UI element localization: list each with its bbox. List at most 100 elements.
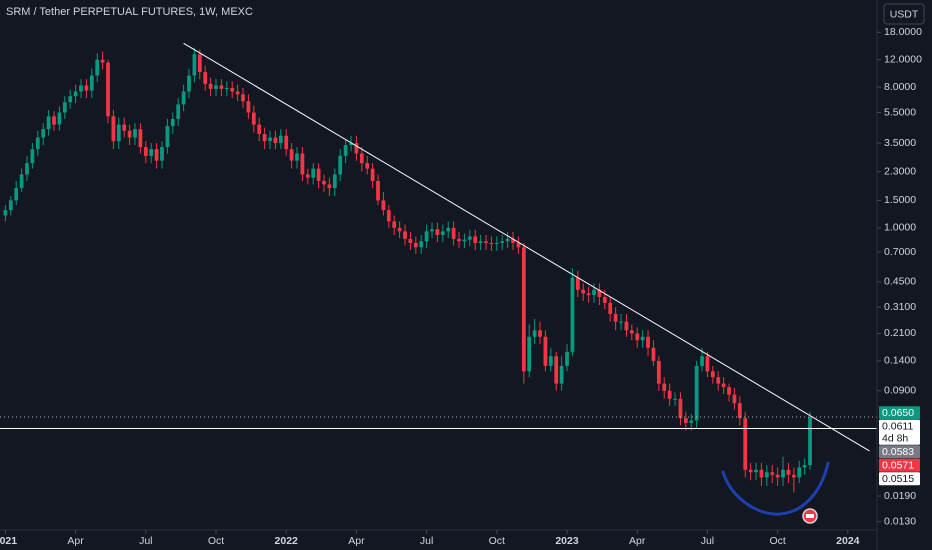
candle-body [748,469,753,473]
candle-body [791,474,796,478]
candle-body [170,118,175,127]
candle-body [440,231,445,235]
candle-body [305,174,310,178]
candle-body [95,59,100,76]
candle-body [214,85,218,89]
candle-body [127,130,132,138]
x-tick-label: Jul [701,535,714,547]
candle-body [624,321,629,331]
currency-button-label[interactable]: USDT [890,8,919,20]
price-label: 0.0611 [882,421,913,433]
price-label: 0.0650 [882,407,914,419]
candle-body [532,330,537,337]
candle-body [700,356,704,366]
candle-body [581,289,586,294]
candle-body [370,168,375,181]
candle-body [435,229,440,235]
candle-body [251,112,256,125]
candle-body [775,474,780,478]
hand-drawn-arc [721,461,830,516]
candle-body [694,365,699,421]
candle-body [187,75,191,92]
candle-body [278,135,283,144]
candle-body [505,238,510,242]
x-tick-label: Jul [139,535,152,547]
candle-body [570,277,575,352]
candle-body [8,200,13,211]
candle-body [651,347,656,361]
y-tick-label: 0.3100 [884,301,916,313]
candle-body [754,469,758,473]
candle-body [781,469,785,478]
candle-body [538,330,542,337]
x-tick-label: 2023 [555,535,579,547]
candle-body [181,91,186,105]
candle-body [133,129,137,138]
price-label: 0.0583 [882,446,914,458]
candle-body [629,330,634,334]
candle-body [57,112,62,125]
candle-body [154,149,159,161]
candle-body [413,242,418,248]
price-label-box [879,458,920,472]
candle-body [705,356,710,372]
x-tick-label: Oct [769,535,785,547]
x-tick-label: 2022 [275,535,299,547]
candle-body [478,241,483,243]
candle-body [802,465,807,468]
candle-body [268,137,272,142]
trendline [183,42,870,452]
candle-body [295,153,299,161]
candle-body [322,180,326,185]
candle-body [197,54,202,73]
x-tick-label: Apr [629,535,646,547]
price-label-box [879,472,920,486]
candle-body [381,200,386,211]
y-tick-label: 0.0900 [884,385,916,397]
candle-body [592,289,596,296]
candle-body [376,180,380,201]
candle-body [138,129,143,148]
candle-body [73,91,78,97]
candle-body [397,227,402,232]
price-label-box [879,445,920,459]
candle-body [473,236,478,243]
candle-body [311,168,316,178]
currency-button[interactable] [883,3,925,25]
candle-body [500,241,505,243]
y-tick-label: 0.2100 [884,327,916,339]
chart-title: SRM / Tether PERPETUAL FUTURES, 1W, MEXC [6,6,253,18]
candle-body [516,242,521,248]
candle-body [25,163,29,175]
price-label-box [879,406,920,420]
candle-body [392,221,397,228]
candle-body [446,227,451,232]
candle-body [457,238,461,242]
candle-body [613,313,618,322]
price-label: 0.0571 [882,460,914,472]
y-tick-label: 1.5000 [884,194,916,206]
candle-body [521,247,526,372]
candle-body [84,85,89,91]
price-label-box [879,419,920,445]
candle-body [656,360,661,384]
x-tick-label: Apr [348,535,365,547]
candle-body [343,145,348,156]
candle-body [349,143,353,146]
candle-body [727,387,731,395]
candle-body [241,94,245,102]
candle-body [46,116,51,130]
candle-body [511,238,515,243]
candle-body [359,153,364,164]
candle-body [716,377,721,384]
candle-body [667,390,672,399]
candle-body [19,174,24,189]
candle-body [759,469,764,478]
y-tick-label: 0.0130 [884,515,916,527]
candle-body [106,62,110,117]
candle-body [208,83,213,89]
candle-body [332,174,337,189]
candle-body [408,238,413,243]
candle-body [289,149,294,161]
